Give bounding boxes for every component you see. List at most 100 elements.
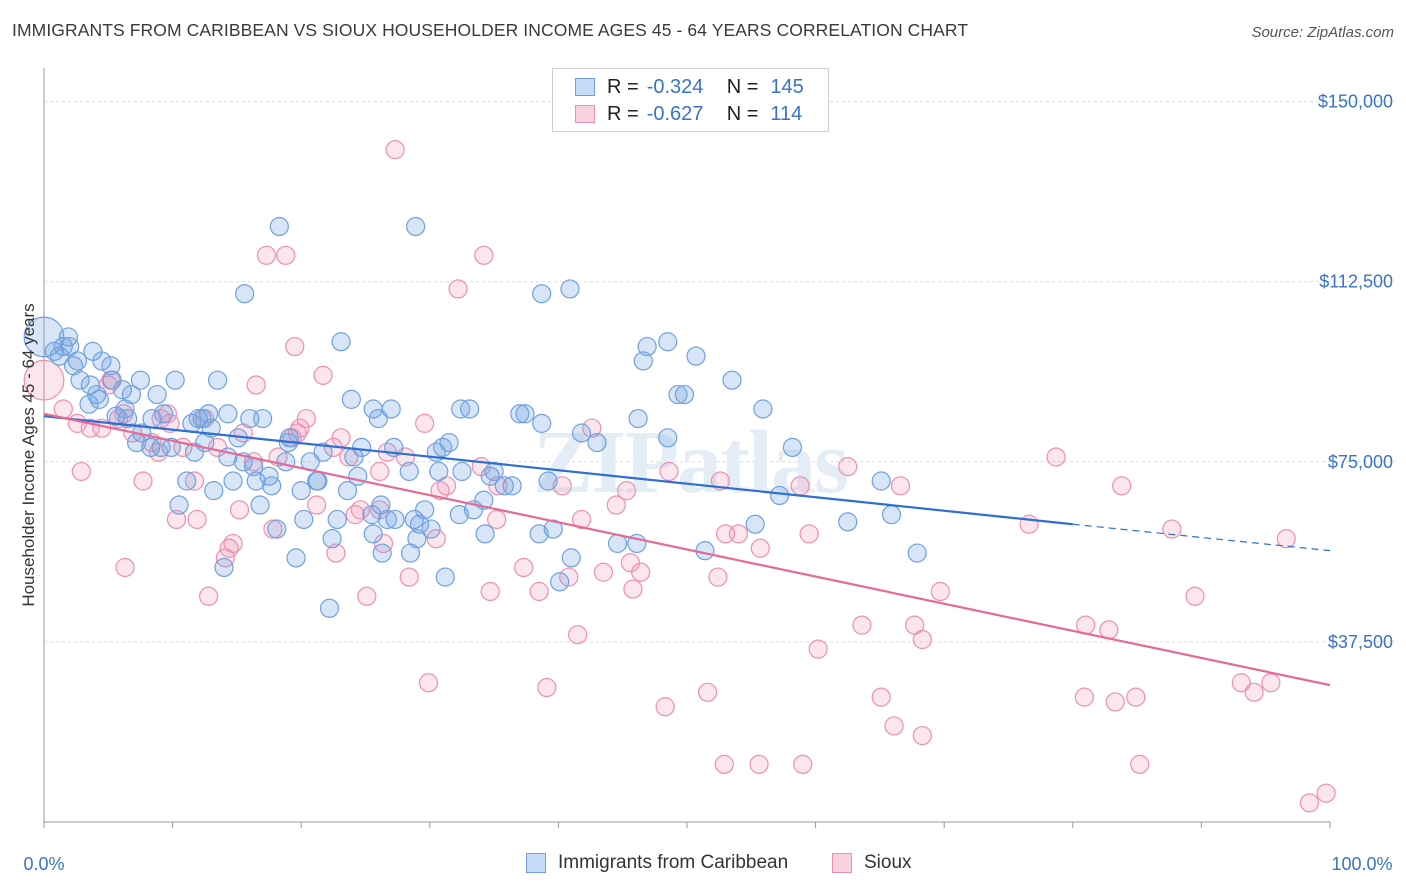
caribbean-point	[327, 509, 347, 530]
legend-row-caribbean: R = -0.324 N = 145	[575, 74, 804, 100]
sioux-point	[912, 725, 932, 746]
caribbean-point	[460, 399, 480, 419]
caribbean-point	[89, 389, 109, 409]
caribbean-point	[409, 514, 430, 534]
caribbean-point	[637, 336, 657, 357]
sioux-point	[529, 581, 549, 602]
sioux-point	[399, 567, 419, 587]
caribbean-point	[218, 404, 238, 424]
sioux-point	[655, 697, 675, 717]
caribbean-point	[79, 394, 99, 414]
y-tick-label: $150,000	[1318, 92, 1393, 112]
caribbean-legend-swatch	[526, 853, 546, 873]
sioux-point	[418, 673, 439, 693]
caribbean-point	[400, 543, 421, 563]
sioux-point	[890, 476, 911, 496]
caribbean-point	[308, 471, 328, 491]
n-label: N =	[726, 102, 759, 125]
caribbean-point	[121, 384, 142, 405]
caribbean-point	[529, 524, 549, 544]
caribbean-point	[407, 529, 427, 549]
sioux-point	[307, 495, 327, 515]
caribbean-point	[385, 509, 405, 530]
sioux-point	[1261, 673, 1281, 693]
caribbean-point	[177, 471, 197, 491]
n-value: 114	[770, 102, 803, 125]
caribbean-point	[253, 408, 273, 429]
caribbean-point	[658, 332, 678, 352]
sioux-point	[166, 509, 187, 530]
n-label: N =	[726, 75, 759, 98]
caribbean-point	[475, 524, 495, 544]
n-value: 145	[770, 75, 804, 98]
caribbean-point	[153, 404, 174, 424]
sioux-legend-swatch	[832, 853, 852, 873]
sioux-point	[749, 754, 769, 774]
caribbean-point	[515, 404, 535, 424]
sioux-point	[708, 567, 728, 587]
sioux-point	[1231, 673, 1251, 693]
sioux-point	[487, 509, 507, 530]
caribbean-point	[633, 351, 653, 371]
sioux-point	[350, 500, 370, 520]
caribbean-point	[753, 399, 773, 419]
sioux-point	[276, 245, 296, 265]
caribbean-point	[439, 432, 459, 453]
sioux-point	[488, 476, 508, 496]
sioux-point	[606, 495, 626, 515]
caribbean-point	[381, 399, 401, 419]
caribbean-point	[53, 336, 73, 357]
caribbean-point	[267, 519, 287, 539]
caribbean-point	[871, 471, 891, 491]
gridlines	[44, 101, 1395, 643]
caribbean-point	[223, 471, 243, 491]
sioux-point	[199, 586, 219, 606]
series-legend: Immigrants from Caribbean Sioux	[0, 852, 1406, 878]
sioux-trend-line	[43, 412, 1331, 687]
caribbean-point	[67, 351, 88, 371]
sioux-point	[582, 418, 602, 438]
caribbean-swatch	[575, 78, 595, 96]
sioux-point	[1276, 529, 1296, 549]
sioux-point	[631, 562, 651, 582]
caribbean-point	[214, 557, 234, 578]
caribbean-point	[510, 404, 530, 424]
caribbean-points	[23, 216, 927, 618]
caribbean-point	[58, 327, 79, 347]
y-tick-label: $112,500	[1319, 272, 1393, 292]
caribbean-point	[372, 543, 392, 563]
sioux-point	[448, 279, 468, 299]
caribbean-point	[337, 481, 358, 501]
caribbean-point	[291, 481, 311, 501]
sioux-point	[793, 754, 813, 774]
sioux-point	[838, 457, 858, 477]
caribbean-point	[262, 476, 282, 496]
caribbean-point	[907, 543, 927, 563]
x-tick-label: 100.0%	[1331, 854, 1392, 874]
sioux-point	[697, 682, 718, 702]
caribbean-point	[161, 437, 181, 458]
sioux-point	[1162, 519, 1182, 539]
legend-label: Sioux	[864, 852, 912, 873]
caribbean-point	[101, 356, 121, 376]
sioux-point	[53, 399, 73, 419]
caribbean-point	[112, 380, 133, 400]
sioux-point	[370, 461, 390, 482]
legend-row-sioux: R = -0.627 N = 114	[575, 101, 802, 127]
caribbean-point	[352, 437, 372, 458]
caribbean-point	[435, 567, 455, 587]
caribbean-point	[421, 519, 441, 539]
sioux-point	[537, 677, 557, 698]
sioux-point	[571, 509, 592, 530]
sioux-point	[71, 461, 91, 482]
sioux-point	[1074, 687, 1094, 707]
sioux-point	[426, 529, 446, 549]
caribbean-point	[668, 384, 688, 405]
caribbean-point	[286, 548, 306, 568]
caribbean-point	[782, 437, 803, 458]
sioux-point	[373, 533, 394, 554]
sioux-point	[326, 543, 346, 563]
caribbean-point	[204, 481, 224, 501]
sioux-point	[559, 567, 579, 587]
caribbean-point	[452, 461, 472, 482]
